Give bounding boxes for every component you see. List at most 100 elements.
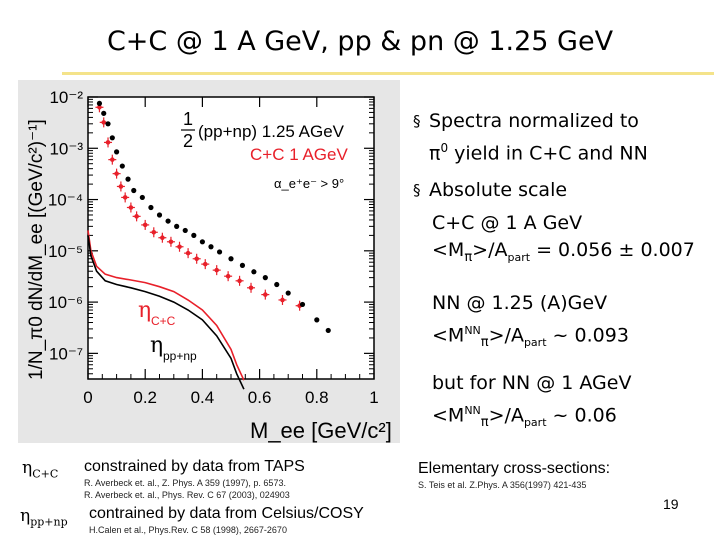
- cc-data-point: [194, 256, 199, 262]
- pp-data-point: [208, 244, 214, 250]
- bullet-icon: §: [413, 112, 421, 130]
- x-axis-label: M_ee [GeV/c²]: [250, 418, 392, 443]
- bullet-spectra: § Spectra normalized to π0 yield in C+C …: [413, 108, 713, 167]
- nn-1agev-line1: but for NN @ 1 AGeV: [432, 372, 632, 394]
- pp-data-point: [228, 256, 234, 262]
- y-tick-label: 10⁻³: [49, 139, 83, 158]
- nn-1agev-line2: <MNNπ>/Apart ~ 0.06: [432, 404, 617, 431]
- eta-cc-ref1: R. Averbeck et. al., Z. Phys. A 359 (199…: [84, 478, 286, 488]
- pp-data-point: [114, 149, 120, 155]
- pp-data-point: [174, 223, 180, 229]
- eta-pp-ref: H.Calen et al., Phys.Rev. C 58 (1998), 2…: [89, 525, 287, 535]
- cc-data-point: [105, 140, 111, 145]
- pp-data-point: [314, 317, 320, 323]
- bullet-icon: §: [413, 181, 421, 200]
- eta-cc-symbol: ηC+C: [22, 458, 59, 481]
- y-tick-label: 10⁻⁵: [48, 242, 83, 261]
- eta-cc-curve: [87, 230, 245, 381]
- nn-result-line1: NN @ 1.25 (A)GeV: [432, 292, 608, 314]
- cc-data-point: [97, 104, 102, 110]
- title-underline: [62, 72, 714, 75]
- pp-data-point: [165, 218, 171, 224]
- cc-data-point: [160, 235, 165, 241]
- pp-data-point: [191, 232, 197, 238]
- legend-cc-label: C+C 1 AGeV: [250, 145, 348, 164]
- pp-data-point: [216, 249, 223, 255]
- cc-data-point: [114, 171, 119, 176]
- cc-data-point: [202, 261, 208, 267]
- nn-1agev-result: but for NN @ 1 AGeV <MNNπ>/Apart ~ 0.06: [432, 370, 631, 436]
- y-tick-label: 10⁻⁴: [48, 191, 83, 210]
- cc-data-point: [128, 205, 134, 210]
- bullet-list: § Spectra normalized to π0 yield in C+C …: [413, 108, 713, 204]
- nn-result: NN @ 1.25 (A)GeV <MNNπ>/Apart ~ 0.093: [432, 290, 629, 356]
- cc-data-point: [263, 292, 268, 297]
- pp-data-point: [139, 194, 145, 201]
- pp-data-point: [119, 163, 125, 169]
- cc-data-point: [168, 239, 174, 245]
- pi-sup: 0: [440, 141, 449, 155]
- pp-data-point: [148, 204, 154, 211]
- pp-data-point: [105, 121, 111, 127]
- pp-data-point: [131, 187, 137, 194]
- eta-cc-text: constrained by data from TAPS: [84, 458, 305, 475]
- pp-data-point: [274, 281, 280, 288]
- slide-title: C+C @ 1 A GeV, pp & pn @ 1.25 GeV: [106, 26, 614, 57]
- eta-pp-annotation-sub: pp+np: [163, 349, 197, 363]
- cc-data-point: [177, 244, 182, 250]
- page-number: 19: [663, 496, 679, 512]
- cc-data-point: [225, 273, 231, 279]
- mass-spectrum-chart: 10⁻² 10⁻³ 10⁻⁴ 10⁻⁵ 10⁻⁶ 10⁻⁷ 0 0.2 0.4 0.6 0.8 1 M_…: [26, 88, 392, 443]
- cc-result-line1: C+C @ 1 A GeV: [432, 212, 583, 234]
- cc-data-point: [237, 278, 242, 284]
- eta-pp-curve: [87, 235, 245, 390]
- cc-data-point: [122, 195, 128, 200]
- cc-data-point: [101, 120, 107, 125]
- pi-symbol: π: [429, 142, 441, 165]
- elementary-ref: S. Teis et al. Z.Phys. A 356(1997) 421-4…: [418, 480, 587, 490]
- x-tick-label: 0.6: [248, 388, 272, 407]
- pp-data-point: [101, 110, 107, 116]
- eta-cc-annotation-sub: C+C: [151, 314, 176, 328]
- pp-data-point: [199, 239, 205, 245]
- cc-data-point: [134, 214, 139, 219]
- y-tick-label: 10⁻⁶: [48, 293, 83, 312]
- y-tick-label: 10⁻²: [49, 88, 83, 107]
- eta-pp-symbol: ηpp+np: [20, 506, 68, 529]
- cc-data-point: [110, 157, 115, 162]
- x-tick-label: 0.2: [133, 388, 157, 407]
- x-tick-label: 0.4: [191, 388, 215, 407]
- x-tick-label: 0: [83, 388, 92, 407]
- pp-data-point: [96, 100, 103, 107]
- legend-frac-den: 2: [183, 131, 193, 151]
- pp-data-point: [239, 262, 246, 268]
- legend-frac-num: 1: [183, 109, 193, 129]
- x-tick-label: 1: [369, 388, 378, 407]
- eta-cc-ref2: R. Averbeck et. al., Phys. Rev. C 67 (20…: [84, 490, 290, 500]
- pp-data-point: [251, 269, 257, 275]
- x-tick-label: 0.8: [305, 388, 329, 407]
- eta-pp-text: contrained by data from Celsius/COSY: [89, 505, 364, 522]
- pp-data-point: [285, 290, 291, 296]
- pp-data-point: [109, 135, 115, 141]
- pp-data-point: [156, 212, 163, 218]
- pp-data-point: [325, 327, 331, 334]
- legend-pp-label: (pp+np) 1.25 AGeV: [198, 122, 345, 141]
- pp-data-point: [125, 176, 131, 182]
- cc-data-point: [142, 222, 148, 228]
- pp-data-point: [299, 301, 306, 308]
- cc-data-point: [151, 229, 157, 235]
- legend-cut-label: α_e⁺e⁻ > 9°: [274, 176, 344, 191]
- cc-result: C+C @ 1 A GeV <Mπ>/Apart = 0.056 ± 0.007: [432, 210, 695, 271]
- bullet-absolute-text: Absolute scale: [429, 179, 568, 202]
- bullet-spectra-line2: yield in C+C and NN: [448, 142, 648, 165]
- pp-data-point: [182, 227, 188, 234]
- eta-pp-annotation: η: [150, 333, 163, 358]
- nn-result-line2: <MNNπ>/Apart ~ 0.093: [432, 324, 629, 351]
- pp-data-point: [262, 275, 268, 281]
- y-tick-label: 10⁻⁷: [49, 344, 83, 363]
- cc-data-point: [214, 267, 219, 273]
- cc-result-line2: <Mπ>/Apart = 0.056 ± 0.007: [432, 239, 695, 265]
- cc-data-point: [185, 250, 191, 256]
- cc-data-point: [280, 297, 285, 303]
